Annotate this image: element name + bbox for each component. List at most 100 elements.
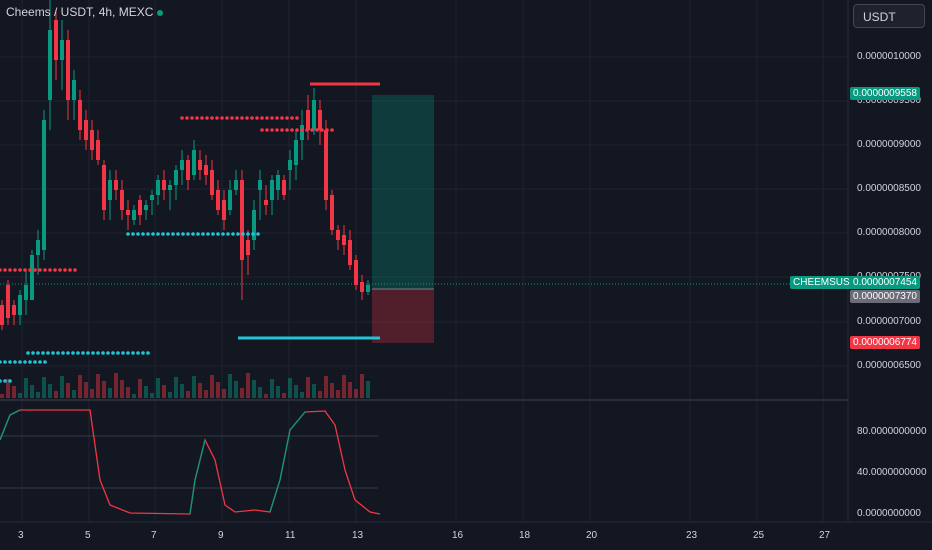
resistance-dot bbox=[28, 268, 32, 272]
support-dot bbox=[86, 351, 90, 355]
support-dot bbox=[186, 232, 190, 236]
resistance-dot bbox=[290, 116, 294, 120]
support-dot bbox=[126, 232, 130, 236]
support-dot bbox=[171, 232, 175, 236]
volume-bar bbox=[180, 384, 184, 398]
oscillator-line bbox=[0, 409, 381, 515]
resistance-dot bbox=[43, 268, 47, 272]
candle-body bbox=[264, 200, 268, 205]
support-dot bbox=[136, 351, 140, 355]
oscillator-axis-tick: 0.0000000000 bbox=[857, 508, 921, 519]
time-axis-tick: 13 bbox=[352, 530, 364, 541]
candle-body bbox=[180, 160, 184, 170]
candle-body bbox=[240, 180, 244, 260]
resistance-dot bbox=[295, 116, 299, 120]
volume-bar bbox=[294, 385, 298, 398]
resistance-dot bbox=[265, 128, 269, 132]
support-dot bbox=[81, 351, 85, 355]
resistance-dot bbox=[275, 128, 279, 132]
support-dot bbox=[176, 232, 180, 236]
support-dot bbox=[231, 232, 235, 236]
time-axis-tick: 27 bbox=[819, 530, 831, 541]
candle-body bbox=[0, 305, 4, 325]
support-dot bbox=[216, 232, 220, 236]
support-dot bbox=[251, 232, 255, 236]
resistance-dot bbox=[270, 128, 274, 132]
support-dot bbox=[13, 360, 17, 364]
candle-body bbox=[30, 255, 34, 300]
support-dot bbox=[8, 379, 12, 383]
volume-bar bbox=[162, 385, 166, 398]
volume-bar bbox=[324, 376, 328, 398]
support-dot bbox=[96, 351, 100, 355]
volume-bar bbox=[240, 388, 244, 398]
support-dot bbox=[3, 360, 7, 364]
candle-body bbox=[288, 160, 292, 170]
candle-body bbox=[336, 230, 340, 240]
candle-body bbox=[294, 140, 298, 165]
resistance-dot bbox=[305, 128, 309, 132]
candle-body bbox=[84, 120, 88, 140]
candle-body bbox=[300, 125, 304, 140]
support-dot bbox=[46, 351, 50, 355]
candle-body bbox=[234, 180, 238, 190]
candle-body bbox=[114, 180, 118, 190]
resistance-dot bbox=[225, 116, 229, 120]
volume-bar bbox=[60, 376, 64, 398]
volume-bar bbox=[102, 381, 106, 398]
volume-bar bbox=[282, 393, 286, 398]
volume-bar bbox=[276, 386, 280, 398]
volume-bar bbox=[66, 383, 70, 398]
support-dot bbox=[0, 360, 2, 364]
candle-body bbox=[312, 100, 316, 130]
volume-bar bbox=[318, 391, 322, 398]
volume-bar bbox=[312, 384, 316, 398]
candle-body bbox=[198, 160, 202, 170]
time-axis-tick: 18 bbox=[519, 530, 531, 541]
resistance-dot bbox=[295, 128, 299, 132]
resistance-dot bbox=[68, 268, 72, 272]
volume-bar bbox=[186, 391, 190, 398]
candle-body bbox=[66, 40, 70, 100]
volume-bar bbox=[30, 385, 34, 398]
volume-bar bbox=[270, 379, 274, 398]
volume-bar bbox=[306, 377, 310, 398]
support-dot bbox=[18, 360, 22, 364]
support-dot bbox=[111, 351, 115, 355]
candle-body bbox=[60, 40, 64, 60]
resistance-dot bbox=[315, 128, 319, 132]
price-axis-tick: 0.0000009000 bbox=[857, 139, 921, 150]
support-dot bbox=[51, 351, 55, 355]
resistance-dot bbox=[180, 116, 184, 120]
support-dot bbox=[221, 232, 225, 236]
volume-bar bbox=[84, 382, 88, 398]
volume-bar bbox=[108, 388, 112, 398]
candle-body bbox=[330, 195, 334, 230]
support-dot bbox=[166, 232, 170, 236]
candle-body bbox=[6, 285, 10, 318]
volume-bar bbox=[174, 377, 178, 398]
resistance-dot bbox=[33, 268, 37, 272]
resistance-dot bbox=[325, 128, 329, 132]
volume-bar bbox=[264, 394, 268, 398]
candle-body bbox=[102, 165, 106, 210]
candle-body bbox=[162, 180, 166, 190]
resistance-dot bbox=[190, 116, 194, 120]
candle-body bbox=[150, 195, 154, 200]
volume-bar bbox=[192, 376, 196, 398]
support-dot bbox=[131, 232, 135, 236]
candle-body bbox=[174, 170, 178, 185]
symbol-title: Cheems / USDT, 4h, MEXC bbox=[6, 5, 164, 19]
position-loss-zone bbox=[372, 289, 434, 343]
volume-bar bbox=[0, 394, 4, 398]
volume-bar bbox=[252, 380, 256, 398]
volume-bar bbox=[234, 381, 238, 398]
time-axis-tick: 23 bbox=[686, 530, 698, 541]
resistance-dot bbox=[285, 116, 289, 120]
support-dot bbox=[41, 351, 45, 355]
resistance-dot bbox=[18, 268, 22, 272]
support-dot bbox=[43, 360, 47, 364]
candle-body bbox=[108, 180, 112, 200]
currency-button[interactable]: USDT bbox=[853, 4, 925, 28]
